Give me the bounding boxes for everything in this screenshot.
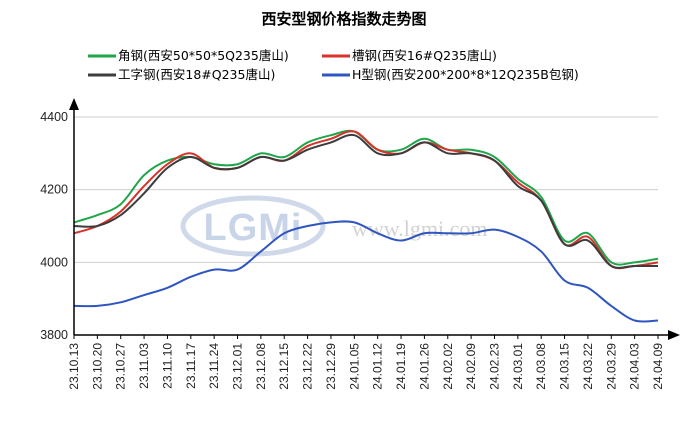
y-axis-ticks: 3800 4000 4200 4400 [40, 110, 68, 342]
legend-label-h-beam: H型钢(西安200*200*8*12Q235B包钢) [352, 67, 579, 82]
x-tick-label: 24.01.05 [347, 343, 361, 390]
watermark-logo-ring [180, 195, 326, 257]
x-tick-label: 23.11.03 [137, 343, 151, 389]
x-tick-label: 23.12.22 [301, 343, 315, 390]
x-tick-label: 23.12.08 [254, 343, 268, 390]
x-tick-label: 23.10.20 [90, 343, 104, 390]
x-tick-label: 24.01.19 [394, 343, 408, 390]
x-axis-ticks: 23.10.13 23.10.20 23.10.27 23.11.03 23.11.10… [67, 335, 665, 390]
legend: 角钢(西安50*50*5Q235唐山) 槽钢(西安16#Q235唐山) 工字钢(… [88, 48, 579, 82]
x-tick-label: 24.03.08 [534, 343, 548, 390]
y-tick-label: 4400 [40, 110, 68, 124]
gridlines [74, 116, 658, 263]
series-line-h-beam [73, 220, 659, 323]
legend-label-channel-steel: 槽钢(西安16#Q235唐山) [352, 48, 497, 63]
legend-label-i-beam: 工字钢(西安18#Q235唐山) [118, 67, 275, 82]
x-tick-label: 24.04.09 [651, 343, 665, 390]
x-tick-label: 24.02.09 [464, 343, 478, 390]
series-line-i-beam [73, 133, 659, 269]
x-tick-label: 23.11.17 [184, 343, 198, 389]
x-tick-label: 23.12.01 [231, 343, 245, 390]
x-tick-label: 24.03.22 [581, 343, 595, 390]
y-tick-label: 3800 [40, 328, 68, 342]
y-tick-label: 4000 [40, 255, 68, 269]
series-line-channel-steel [73, 130, 659, 270]
x-tick-label: 24.03.15 [558, 343, 572, 390]
x-tick-label: 24.02.23 [487, 343, 501, 390]
series-lines [73, 129, 659, 323]
x-tick-label: 23.11.10 [160, 343, 174, 389]
x-tick-label: 24.01.12 [371, 343, 385, 390]
x-tick-label: 23.12.29 [324, 343, 338, 390]
chart-title: 西安型钢价格指数走势图 [261, 10, 426, 28]
x-tick-label: 23.10.27 [114, 343, 128, 390]
x-tick-label: 23.12.15 [277, 343, 291, 390]
x-tick-label: 24.04.03 [628, 343, 642, 390]
x-tick-label: 24.02.02 [441, 343, 455, 390]
x-tick-label: 24.01.26 [417, 343, 431, 390]
y-tick-label: 4200 [40, 183, 68, 197]
watermark-logo: LGMi [204, 207, 303, 249]
x-tick-label: 23.11.24 [207, 343, 221, 389]
x-axis-arrow-icon [668, 330, 680, 340]
watermark: LGMi www.lgmi.com [180, 195, 487, 257]
x-tick-label: 24.03.29 [604, 343, 618, 390]
watermark-url: www.lgmi.com [352, 216, 487, 241]
legend-label-angle-steel: 角钢(西安50*50*5Q235唐山) [118, 48, 289, 63]
x-tick-label: 24.03.01 [511, 343, 525, 390]
x-tick-label: 23.10.13 [67, 343, 81, 390]
y-axis-arrow-icon [69, 98, 79, 110]
